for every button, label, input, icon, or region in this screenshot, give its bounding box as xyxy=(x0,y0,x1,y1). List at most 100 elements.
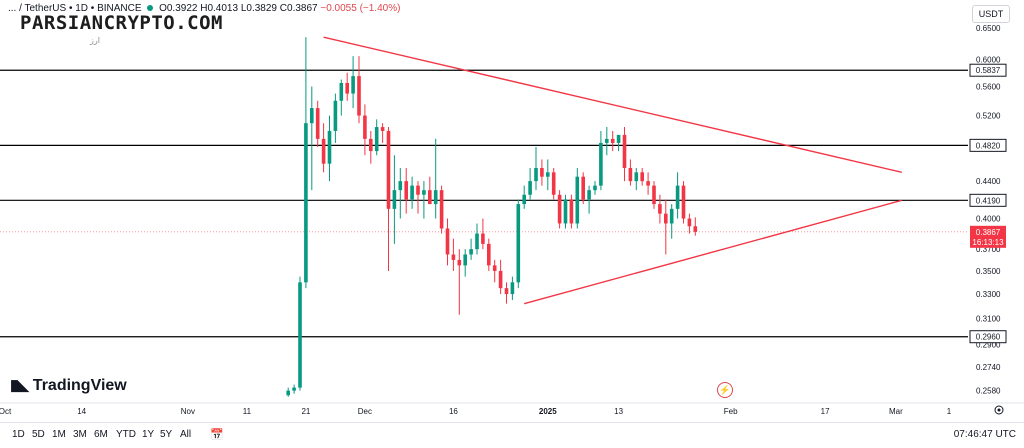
candle xyxy=(675,172,680,219)
level-price-tag: 0.2960 xyxy=(969,330,1007,344)
candle-body xyxy=(581,176,585,200)
price-chart[interactable]: 0.6500 0.6000 0.5600 0.5200 0.4400 0.4000 0.37… xyxy=(0,0,1024,422)
level-tag-box xyxy=(969,330,1007,344)
calendar-icon[interactable]: 📅 xyxy=(210,429,224,441)
candle xyxy=(628,159,633,186)
candle xyxy=(357,56,361,124)
candle xyxy=(428,176,432,205)
candle xyxy=(463,249,467,277)
candle-body xyxy=(463,254,467,266)
candle-body xyxy=(433,190,438,205)
candle-body xyxy=(569,199,574,224)
level-tag-box xyxy=(969,63,1007,77)
candle-body xyxy=(298,282,302,388)
candle xyxy=(581,172,585,205)
candle xyxy=(298,276,302,391)
low-value: L0.3829 xyxy=(240,3,277,14)
candle xyxy=(669,204,674,239)
candle-body xyxy=(363,115,367,139)
timeframe-3m[interactable]: 3M xyxy=(73,429,87,440)
date-tick-label: Oct xyxy=(0,407,12,416)
candles xyxy=(286,37,698,397)
candle xyxy=(310,86,314,191)
utc-clock[interactable]: 07:46:47 UTC xyxy=(953,429,1016,440)
candle xyxy=(593,181,597,195)
candle xyxy=(416,181,420,214)
price-tick-label: 0.4400 xyxy=(976,177,1001,186)
candle xyxy=(475,223,479,255)
timeframe-1y[interactable]: 1Y xyxy=(142,429,155,440)
candle xyxy=(498,259,503,295)
candle xyxy=(646,172,650,195)
candle-body xyxy=(669,208,674,224)
candle xyxy=(369,130,373,164)
candle-body xyxy=(457,259,462,266)
candle xyxy=(422,181,426,219)
candle xyxy=(445,218,450,266)
level-price-tag: 0.4190 xyxy=(969,193,1007,207)
candle-body xyxy=(664,213,668,224)
date-tick-label: Nov xyxy=(181,407,195,416)
candle-body xyxy=(321,138,326,164)
candle xyxy=(510,276,515,301)
candle xyxy=(640,167,644,186)
last-price-label: 0.3867 xyxy=(976,228,1001,237)
candle-body xyxy=(652,185,656,205)
candle-body xyxy=(333,100,338,131)
date-tick-label: 21 xyxy=(301,407,310,416)
timeframe-5d[interactable]: 5D xyxy=(32,429,45,440)
timeframe-1m[interactable]: 1M xyxy=(52,429,66,440)
level-tag-label: 0.2960 xyxy=(976,333,1001,342)
candle-body xyxy=(605,138,609,143)
level-tag-label: 0.4190 xyxy=(976,196,1001,205)
candle-body xyxy=(404,181,408,200)
timeframe-1d[interactable]: 1D xyxy=(12,429,25,440)
candle xyxy=(327,115,332,182)
candle-body xyxy=(622,134,627,168)
candle xyxy=(681,181,686,224)
last-price-box xyxy=(970,225,1006,248)
candle-body xyxy=(510,282,515,295)
timeframe-5y[interactable]: 5Y xyxy=(160,429,173,440)
price-tick-label: 0.6000 xyxy=(976,55,1001,64)
candle xyxy=(481,218,485,250)
level-tag-box xyxy=(969,138,1007,152)
candle xyxy=(504,282,509,304)
candle xyxy=(333,93,338,143)
watermark-subtext: ارز xyxy=(90,36,100,45)
candle-body xyxy=(534,167,538,182)
horizontal-levels xyxy=(0,69,968,338)
candle xyxy=(516,199,521,289)
candle xyxy=(534,146,538,191)
timeframe-ytd[interactable]: YTD xyxy=(116,429,136,440)
tradingview-logo[interactable]: ▮◣ TradingView xyxy=(10,376,127,395)
candle xyxy=(315,100,320,147)
candle-body xyxy=(410,185,414,200)
lightning-icon[interactable]: ⚡ xyxy=(717,382,733,398)
candle-body xyxy=(593,185,597,191)
tradingview-icon: ▮◣ xyxy=(10,377,29,394)
candle-body xyxy=(345,82,349,94)
symbol-label[interactable]: ... / TetherUS • 1D • BINANCE xyxy=(8,3,142,14)
date-tick-label: 14 xyxy=(77,407,86,416)
candle xyxy=(658,194,662,224)
date-tick-label: 2025 xyxy=(539,407,557,416)
timeframe-6m[interactable]: 6M xyxy=(94,429,108,440)
level-tag-label: 0.5837 xyxy=(976,66,1001,75)
candle xyxy=(457,249,462,315)
market-status-dot xyxy=(147,5,154,11)
date-tick-label: Feb xyxy=(724,407,738,416)
candle-body xyxy=(599,142,603,186)
candle xyxy=(610,130,615,152)
settings-icon[interactable] xyxy=(994,405,1004,415)
candle xyxy=(540,159,544,186)
date-tick-label: 16 xyxy=(449,407,458,416)
price-tick-label: 0.3700 xyxy=(976,245,1001,254)
candle-body xyxy=(546,172,550,177)
currency-button[interactable]: USDT xyxy=(972,5,1010,23)
candle-body xyxy=(374,127,379,152)
price-tick-label: 0.4000 xyxy=(976,215,1001,224)
timeframe-all[interactable]: All xyxy=(180,429,192,440)
candle xyxy=(587,185,591,214)
